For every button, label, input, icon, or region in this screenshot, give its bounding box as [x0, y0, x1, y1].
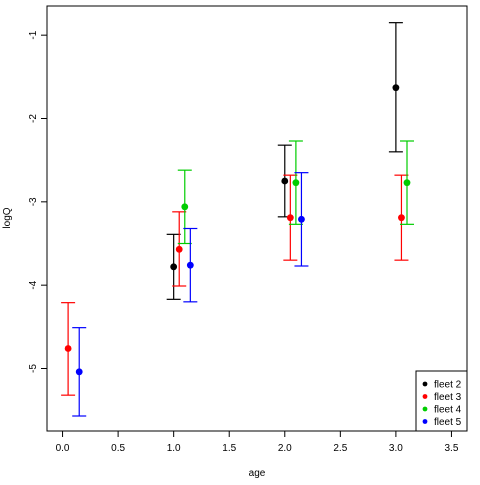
legend-marker: [422, 419, 428, 424]
data-point: [286, 214, 294, 222]
x-tick-label: 0.0: [56, 443, 70, 454]
x-tick-label: 2.5: [333, 443, 347, 454]
data-point: [170, 263, 178, 271]
data-point: [186, 261, 194, 269]
x-tick-label: 3.5: [444, 443, 458, 454]
data-point: [298, 215, 305, 223]
y-axis-title: logQ: [2, 207, 13, 228]
x-tick-label: 1.0: [167, 443, 181, 454]
data-point: [181, 203, 189, 211]
y-tick-label: -1: [28, 30, 39, 39]
y-tick-label: -5: [28, 364, 39, 373]
data-point: [292, 179, 300, 187]
data-point: [64, 345, 72, 352]
series-fleet-4: [72, 172, 309, 417]
legend-label: fleet 5: [434, 417, 462, 428]
data-point: [392, 84, 400, 92]
series-fleet-3: [177, 140, 414, 245]
data-point: [75, 368, 83, 376]
series-layer: [61, 22, 414, 417]
legend-marker: [422, 394, 428, 399]
x-tick-label: 2.0: [278, 443, 292, 454]
legend-marker: [422, 406, 428, 412]
y-tick-label: -4: [28, 280, 39, 289]
legend-label: fleet 2: [434, 380, 462, 391]
data-point: [403, 179, 411, 187]
y-tick-label: -3: [28, 197, 39, 206]
legend-label: fleet 3: [434, 392, 462, 403]
legend-label: fleet 4: [434, 405, 462, 416]
legend-marker: [422, 381, 428, 387]
y-tick-label: -2: [28, 114, 39, 123]
x-tick-label: 3.0: [389, 443, 403, 454]
x-tick-label: 0.5: [111, 443, 125, 454]
x-axis-title: age: [249, 468, 266, 479]
data-point: [398, 214, 405, 222]
data-point: [175, 245, 183, 253]
data-point: [281, 177, 289, 185]
series-fleet-1: [166, 22, 403, 300]
series-fleet-2: [61, 174, 409, 396]
x-tick-label: 1.5: [222, 443, 236, 454]
plot-frame: [46, 5, 468, 432]
